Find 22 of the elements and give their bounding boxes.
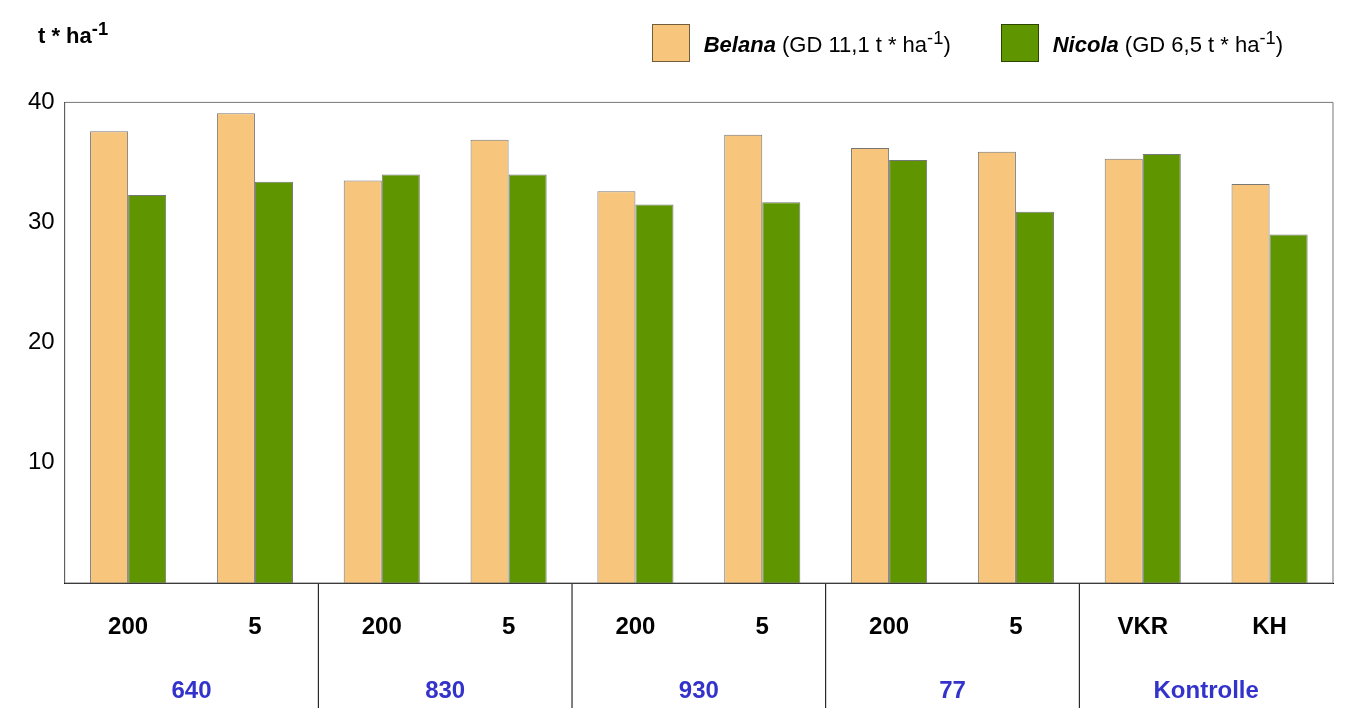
y-tick-label: 40	[27, 87, 55, 115]
text: 640	[171, 675, 212, 703]
x-tick-label: 200	[361, 612, 402, 640]
legend-label: Nicola (GD 6,5 t * ha$^{-1}$)	[1052, 27, 1283, 59]
x-tick-label: 5	[501, 612, 516, 640]
x-tick-label: 200	[108, 612, 149, 640]
x-tick-label: VKR	[1117, 612, 1169, 640]
y-tick-label: 20	[27, 327, 55, 355]
x-tick-label: 200	[869, 612, 910, 640]
y-tick-label: 10	[27, 447, 55, 475]
text: 77	[939, 675, 966, 703]
y-axis-title: t * ha$^{-1}$	[38, 18, 109, 50]
x-tick-label: 5	[248, 612, 262, 640]
x-tick-label: 5	[1009, 612, 1023, 640]
text: Kontrolle	[1153, 675, 1259, 703]
x-tick-label: KH	[1252, 612, 1287, 640]
x-tick-label: 5	[755, 612, 769, 640]
text: 830	[425, 675, 466, 703]
y-tick-label: 30	[27, 207, 55, 235]
x-tick-label: 200	[615, 612, 656, 640]
text: 930	[678, 675, 719, 703]
legend-label: Belana (GD 11,1 t * ha$^{-1}$)	[703, 27, 951, 59]
